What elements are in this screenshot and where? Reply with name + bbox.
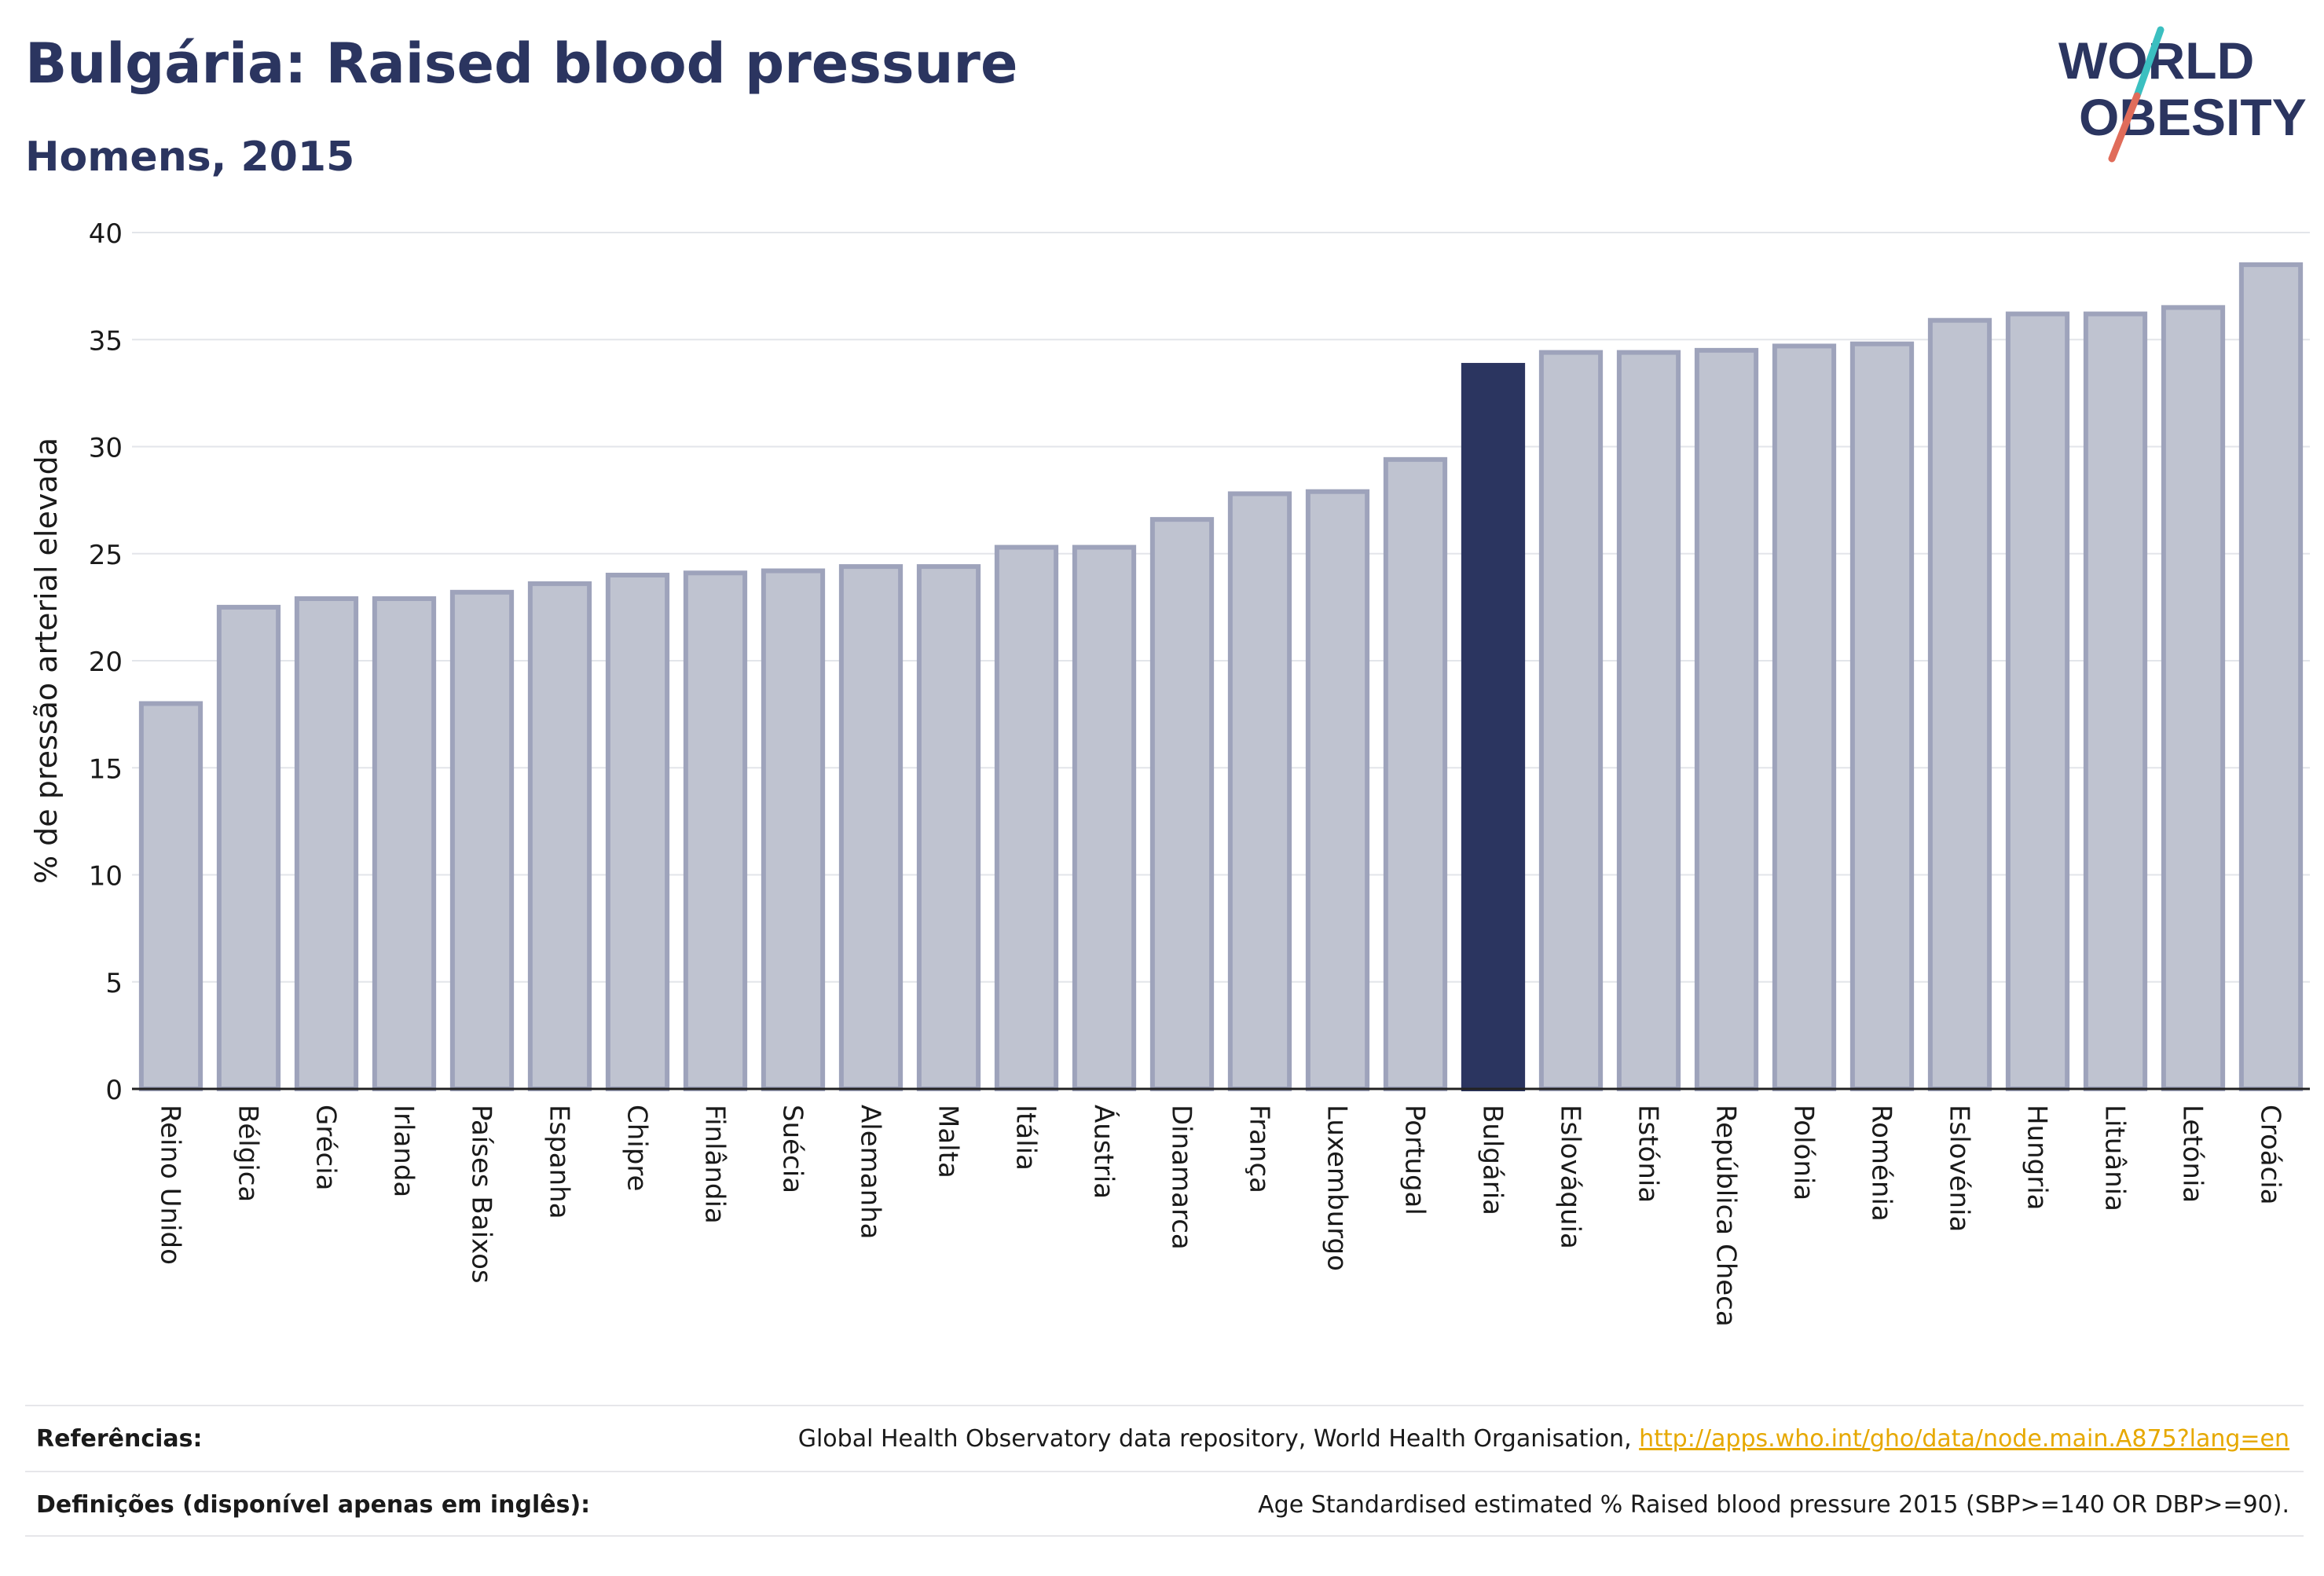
bars (138, 262, 2304, 1092)
y-tick-label: 15 (89, 753, 123, 785)
x-tick-label: Áustria (1088, 1105, 1120, 1199)
y-tick-label: 5 (105, 968, 123, 999)
x-tick-label: Bélgica (233, 1105, 264, 1202)
y-tick-label: 20 (89, 647, 123, 678)
x-tick-label: Luxemburgo (1321, 1105, 1353, 1271)
bar (838, 564, 904, 1091)
bar (605, 573, 670, 1091)
x-tick-label: Letónia (2177, 1105, 2209, 1203)
logo-text-obesity: OBESITY (2079, 88, 2307, 146)
logo-slash-coral (2108, 92, 2141, 163)
bar (138, 701, 203, 1091)
logo-slash-teal (2133, 26, 2165, 100)
x-tick-label: Suécia (777, 1105, 808, 1193)
bar-chart: 0 5 10 15 20 25 30 35 40 Reino Unido Bélgica Gréci… (29, 218, 2310, 1327)
bar (994, 544, 1059, 1091)
chart-subtitle: Homens, 2015 (25, 134, 355, 181)
x-tick-label: Grécia (310, 1105, 342, 1190)
x-tick-label: Roménia (1866, 1105, 1897, 1222)
bar (1772, 343, 1837, 1091)
bar (1227, 491, 1292, 1091)
x-tick-label: Finlândia (699, 1105, 731, 1224)
x-tick-label: República Checa (1710, 1105, 1742, 1327)
bar (1616, 350, 1681, 1092)
x-tick-label: Eslováquia (1555, 1105, 1586, 1249)
bar (372, 596, 437, 1091)
y-tick-label: 40 (89, 218, 123, 250)
bar (761, 568, 826, 1091)
footer-divider-middle (25, 1471, 2304, 1472)
x-tick-label: Dinamarca (1166, 1105, 1197, 1250)
bar (2005, 311, 2070, 1091)
chart-title: Bulgária: Raised blood pressure (25, 31, 1018, 96)
bar (1383, 456, 1448, 1091)
y-tick-label: 10 (89, 861, 123, 892)
x-tick-label: Malta (933, 1105, 964, 1178)
x-tick-label: Espanha (544, 1105, 575, 1219)
bar (916, 564, 981, 1091)
y-tick-labels: 0 5 10 15 20 25 30 35 40 (89, 218, 123, 1106)
x-tick-label: Países Baixos (466, 1105, 497, 1284)
x-tick-label: Estónia (1633, 1105, 1664, 1203)
bar (1072, 544, 1137, 1091)
x-tick-label: Eslovénia (1944, 1105, 1975, 1232)
footer-divider-top (25, 1405, 2304, 1406)
bar (1538, 350, 1604, 1092)
x-tick-label: Alemanha (855, 1105, 886, 1240)
references-label: Referências: (36, 1425, 203, 1453)
world-obesity-logo: WORLD OBESITY (2058, 26, 2307, 163)
x-tick-label: Chipre (621, 1105, 653, 1191)
x-tick-label: Croácia (2255, 1105, 2286, 1205)
references-value: Global Health Observatory data repositor… (798, 1425, 2289, 1453)
bar (2161, 305, 2226, 1091)
bar (683, 570, 748, 1091)
x-tick-label: Bulgária (1477, 1105, 1508, 1215)
bar (294, 596, 359, 1091)
x-tick-label: Itália (1010, 1105, 1042, 1171)
x-tick-label: Lituânia (2099, 1105, 2131, 1211)
bar (216, 604, 281, 1091)
y-tick-label: 25 (89, 540, 123, 571)
references-text: Global Health Observatory data repositor… (797, 1425, 1640, 1453)
bar (1927, 317, 1992, 1092)
x-tick-label: Portugal (1399, 1105, 1431, 1215)
bar (1149, 517, 1215, 1091)
y-tick-label: 0 (105, 1075, 123, 1106)
footer-divider-bottom (25, 1535, 2304, 1537)
definitions-value: Age Standardised estimated % Raised bloo… (1258, 1491, 2289, 1519)
bar (1305, 489, 1370, 1091)
bar (2238, 262, 2304, 1091)
y-tick-label: 35 (89, 325, 123, 357)
x-tick-label: França (1244, 1105, 1275, 1193)
definitions-label: Definições (disponível apenas em inglês)… (36, 1491, 591, 1519)
bar (449, 589, 515, 1091)
bar (1694, 347, 1759, 1091)
x-tick-label: Hungria (2022, 1105, 2053, 1211)
bar-highlight (1461, 362, 1526, 1091)
x-tick-labels: Reino Unido Bélgica Grécia Irlanda Países Ba… (155, 1105, 2286, 1327)
y-axis-label: % de pressão arterial elevada (29, 438, 64, 884)
references-link[interactable]: http://apps.who.int/gho/data/node.main.A… (1639, 1425, 2289, 1453)
x-tick-label: Irlanda (388, 1105, 420, 1197)
bar (2083, 311, 2148, 1091)
x-tick-label: Reino Unido (155, 1105, 186, 1265)
x-tick-label: Polónia (1788, 1105, 1820, 1200)
bar (527, 581, 592, 1091)
bar (1849, 341, 1915, 1091)
y-tick-label: 30 (89, 433, 123, 464)
